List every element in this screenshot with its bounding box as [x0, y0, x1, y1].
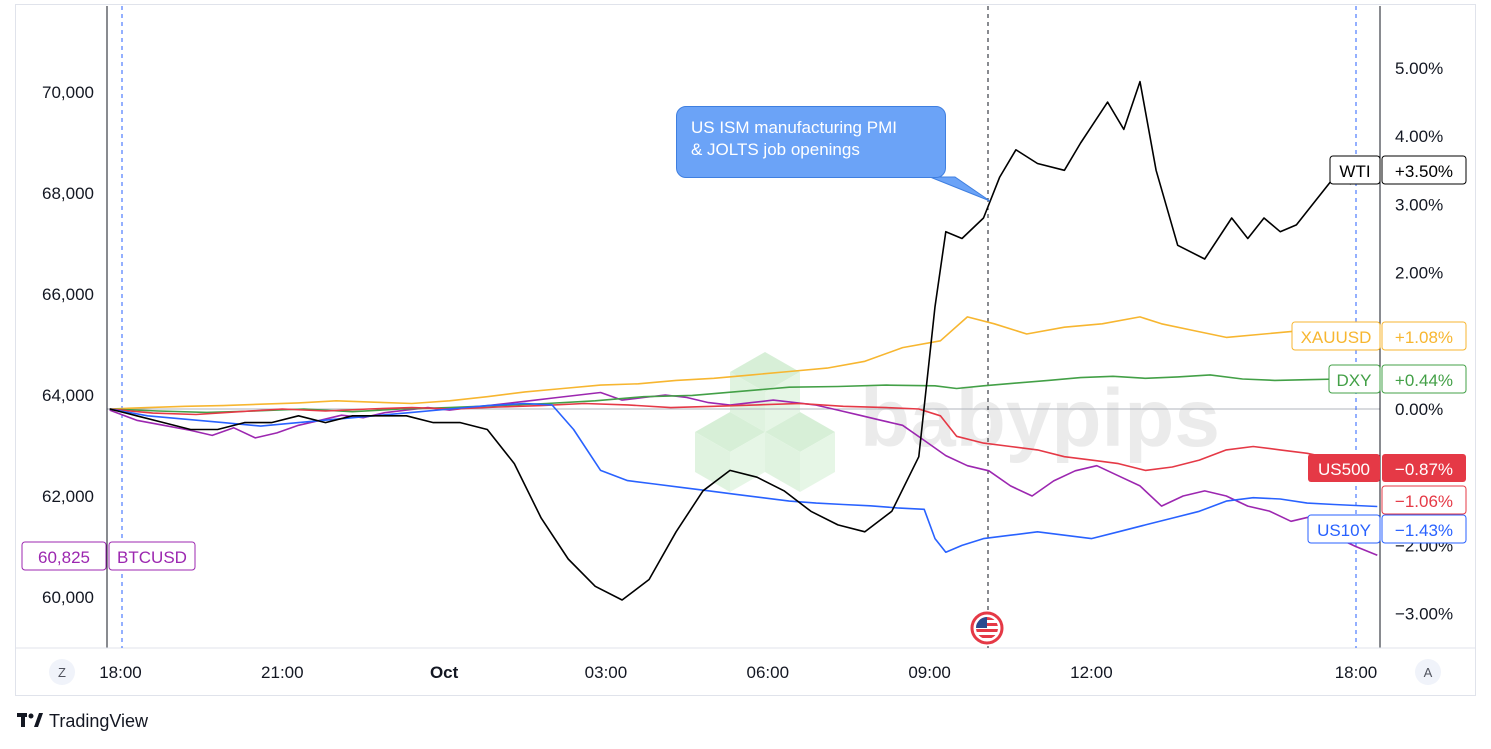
series-line-wti: [109, 80, 1378, 601]
x-axis-tick: 21:00: [261, 663, 304, 682]
right-axis-tick: −3.00%: [1395, 605, 1453, 624]
series-line-dxy: [109, 374, 1378, 414]
right-axis-tick: 5.00%: [1395, 59, 1443, 78]
series-line-us10y: [109, 402, 1378, 554]
left-axis-tick: 64,000: [42, 386, 94, 405]
us500-badge-label: US500: [1318, 460, 1370, 479]
footer[interactable]: TradingView: [17, 711, 148, 732]
tradingview-logo-icon: [17, 711, 43, 732]
annotation-line-1: US ISM manufacturing PMI: [691, 118, 897, 137]
btc-badge-label: BTCUSD: [117, 548, 187, 567]
us10y-badge: US10Y −1.43%: [1307, 514, 1467, 544]
xauusd-badge-label: XAUUSD: [1301, 328, 1372, 347]
x-axis-tick: 06:00: [746, 663, 789, 682]
right-axis-tick: 3.00%: [1395, 195, 1443, 214]
x-axis-tick: 18:00: [1335, 663, 1378, 682]
event-annotation: US ISM manufacturing PMI & JOLTS job ope…: [676, 106, 946, 178]
chart-frame: [15, 4, 1476, 696]
us-flag-event-icon[interactable]: [970, 611, 1004, 645]
x-axis-tick: 09:00: [908, 663, 951, 682]
left-axis-tick: 70,000: [42, 83, 94, 102]
right-axis-tick: 2.00%: [1395, 264, 1443, 283]
left-axis-tick: 66,000: [42, 285, 94, 304]
dxy-badge-value: +0.44%: [1395, 371, 1453, 390]
us500-badge-value: −0.87%: [1395, 460, 1453, 479]
left-axis-tick: 62,000: [42, 487, 94, 506]
left-axis-tick: 68,000: [42, 184, 94, 203]
wti-badge-value: +3.50%: [1395, 162, 1453, 181]
series-line-btcusd: [109, 391, 1378, 557]
right-axis-tick: 4.00%: [1395, 127, 1443, 146]
callout-tail: [929, 176, 991, 202]
zoom-button[interactable]: Z: [49, 659, 75, 685]
left-axis-tick: 60,000: [42, 588, 94, 607]
btc-badge-value: 60,825: [38, 548, 90, 567]
auto-scale-button[interactable]: A: [1415, 659, 1441, 685]
wti-badge-label: WTI: [1339, 162, 1370, 181]
dxy-badge-label: DXY: [1337, 371, 1372, 390]
us500-badge: US500 −0.87%: [1308, 454, 1466, 482]
right-axis-tick: 0.00%: [1395, 400, 1443, 419]
us10y-badge-value: −1.43%: [1395, 521, 1453, 540]
x-axis-tick: Oct: [430, 663, 459, 682]
x-axis: 18:00 21:00 Oct 03:00 06:00 09:00 12:00 18:00: [99, 663, 1377, 682]
wti-badge: WTI +3.50%: [1329, 155, 1467, 185]
btc-badge: 60,825 BTCUSD: [21, 541, 196, 571]
footer-brand: TradingView: [49, 711, 149, 731]
auto-scale-button-label: A: [1424, 665, 1433, 680]
extra-badge: −1.06%: [1381, 485, 1467, 515]
x-axis-tick: 18:00: [99, 663, 142, 682]
series-line-xauusd: [109, 316, 1378, 410]
left-axis: 70,000 68,000 66,000 64,000 62,000 60,000: [42, 83, 94, 607]
x-axis-tick: 03:00: [585, 663, 628, 682]
series-layer: [109, 80, 1378, 601]
xauusd-badge: XAUUSD +1.08%: [1291, 321, 1467, 351]
xauusd-badge-value: +1.08%: [1395, 328, 1453, 347]
x-axis-tick: 12:00: [1070, 663, 1113, 682]
us10y-badge-label: US10Y: [1317, 521, 1371, 540]
annotation-line-2: & JOLTS job openings: [691, 140, 860, 159]
series-line-us500: [109, 402, 1378, 472]
dxy-badge: DXY +0.44%: [1328, 364, 1467, 394]
zoom-button-label: Z: [58, 665, 66, 680]
extra-badge-value: −1.06%: [1395, 492, 1453, 511]
